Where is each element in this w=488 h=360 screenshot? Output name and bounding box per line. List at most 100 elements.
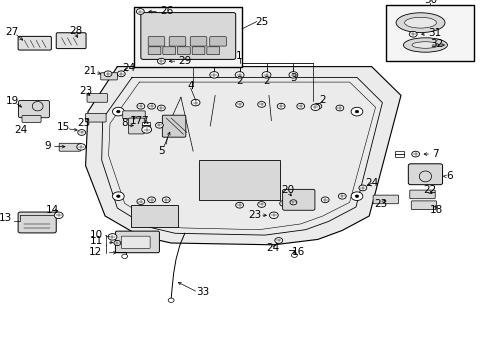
Circle shape [137,199,144,204]
FancyBboxPatch shape [131,205,177,227]
FancyBboxPatch shape [148,47,161,55]
Text: 16: 16 [291,247,305,257]
FancyBboxPatch shape [22,116,41,122]
Text: 15: 15 [57,122,70,132]
FancyBboxPatch shape [372,195,398,204]
FancyBboxPatch shape [199,160,279,200]
Circle shape [112,107,124,116]
Text: 2: 2 [236,76,243,86]
Circle shape [277,103,285,109]
Text: 32: 32 [429,39,443,49]
Circle shape [350,107,362,116]
Text: 7: 7 [141,116,147,126]
Text: 33: 33 [196,287,209,297]
Text: 27: 27 [5,27,19,37]
Circle shape [321,197,328,203]
FancyBboxPatch shape [122,111,145,119]
Circle shape [142,126,151,133]
Text: 20: 20 [281,185,293,195]
Text: 19: 19 [5,96,19,106]
Text: 28: 28 [69,26,82,36]
Circle shape [269,212,278,219]
Circle shape [274,238,282,243]
Circle shape [291,253,297,257]
Text: 26: 26 [160,6,173,16]
FancyBboxPatch shape [409,190,434,199]
Text: 25: 25 [254,17,268,27]
FancyBboxPatch shape [128,118,144,134]
Circle shape [117,71,125,77]
Circle shape [147,197,155,203]
FancyBboxPatch shape [148,37,164,46]
Text: 2: 2 [319,95,325,105]
Circle shape [279,201,287,206]
FancyBboxPatch shape [142,122,149,128]
FancyBboxPatch shape [87,94,107,102]
Circle shape [257,102,265,107]
Text: 2: 2 [263,76,269,86]
Circle shape [335,105,343,111]
Circle shape [122,254,127,258]
Text: 9: 9 [44,141,51,151]
Circle shape [157,58,165,64]
Text: 23: 23 [248,210,262,220]
FancyBboxPatch shape [282,189,314,210]
Text: 7: 7 [431,149,438,159]
FancyBboxPatch shape [192,47,204,55]
Circle shape [136,9,144,14]
Text: 24: 24 [265,243,279,253]
Text: 13: 13 [0,213,12,223]
Circle shape [155,122,163,128]
Circle shape [54,212,63,219]
Circle shape [350,192,362,201]
Circle shape [168,298,174,302]
Text: 18: 18 [428,204,442,215]
Circle shape [235,102,243,107]
FancyBboxPatch shape [163,47,175,55]
FancyBboxPatch shape [394,151,404,157]
Text: 29: 29 [178,56,191,66]
Circle shape [116,110,120,113]
FancyBboxPatch shape [410,201,436,210]
Text: 6: 6 [446,171,452,181]
Circle shape [262,72,270,78]
Circle shape [354,195,358,198]
FancyBboxPatch shape [386,5,473,61]
Text: 12: 12 [88,247,102,257]
Circle shape [310,104,319,111]
Circle shape [338,193,346,199]
Text: 31: 31 [427,28,440,38]
Text: 4: 4 [187,81,194,91]
FancyBboxPatch shape [190,37,206,46]
Ellipse shape [395,13,444,32]
Circle shape [313,103,321,109]
Text: 11: 11 [89,236,102,246]
Circle shape [112,192,124,201]
FancyBboxPatch shape [206,47,219,55]
FancyBboxPatch shape [56,33,86,49]
Text: 1: 1 [236,51,243,61]
Circle shape [108,234,117,240]
Circle shape [257,202,265,207]
Circle shape [354,110,358,113]
Circle shape [191,99,200,106]
Circle shape [162,197,170,203]
FancyBboxPatch shape [177,47,190,55]
Circle shape [235,202,243,208]
Ellipse shape [404,17,436,28]
FancyBboxPatch shape [141,13,235,59]
Text: 23: 23 [373,199,386,210]
Circle shape [147,103,155,109]
FancyBboxPatch shape [209,37,226,46]
Text: 14: 14 [46,204,60,215]
Ellipse shape [403,38,447,52]
Circle shape [137,103,144,109]
Text: 23: 23 [77,118,91,128]
Circle shape [116,195,120,198]
FancyBboxPatch shape [59,143,81,151]
FancyBboxPatch shape [162,115,185,137]
Text: 24: 24 [14,125,27,135]
Circle shape [358,185,366,191]
Circle shape [157,105,165,111]
Circle shape [77,144,85,150]
